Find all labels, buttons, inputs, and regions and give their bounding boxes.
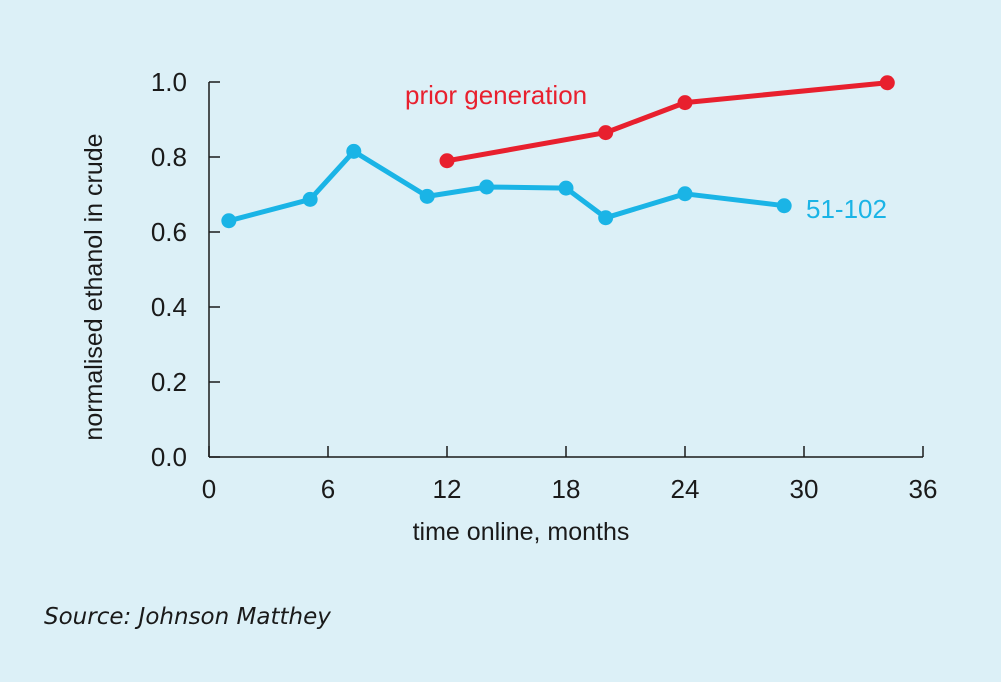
data-point-51-102 <box>221 213 237 229</box>
x-tick-labels: 0 6 12 18 24 30 36 <box>202 474 938 504</box>
series-label-51-102: 51-102 <box>806 194 887 224</box>
data-point-51-102 <box>302 191 318 207</box>
data-point-51-102 <box>558 180 574 196</box>
y-tick-labels: 0.0 0.2 0.4 0.6 0.8 1.0 <box>151 67 187 472</box>
series-line-51-102 <box>226 148 787 224</box>
x-tick-label: 36 <box>909 474 938 504</box>
y-tick-label: 0.4 <box>151 292 187 322</box>
x-axis-label: time online, months <box>413 518 630 546</box>
y-tick-label: 0.8 <box>151 142 187 172</box>
y-axis-label: normalised ethanol in crude <box>80 133 108 440</box>
x-tick-label: 6 <box>321 474 335 504</box>
data-point-51-102 <box>776 198 792 214</box>
series-layer <box>221 75 895 229</box>
data-point-51-102 <box>419 188 435 204</box>
data-point-prior-generation <box>598 125 614 141</box>
data-point-prior-generation <box>439 153 455 169</box>
y-tick-label: 1.0 <box>151 67 187 97</box>
source-note: Source: Johnson Matthey <box>44 604 331 630</box>
series-line-prior-generation <box>444 80 890 164</box>
y-tick-label: 0.0 <box>151 442 187 472</box>
y-tick-label: 0.2 <box>151 367 187 397</box>
data-point-51-102 <box>677 186 693 202</box>
x-tick-label: 30 <box>790 474 819 504</box>
data-point-51-102 <box>346 143 362 159</box>
x-tick-label: 12 <box>433 474 462 504</box>
x-tick-label: 0 <box>202 474 216 504</box>
y-tick-label: 0.6 <box>151 217 187 247</box>
axes <box>208 81 924 458</box>
data-point-prior-generation <box>677 95 693 111</box>
x-tick-label: 18 <box>552 474 581 504</box>
data-point-51-102 <box>479 179 495 195</box>
x-tick-label: 24 <box>671 474 700 504</box>
series-label-prior-generation: prior generation <box>405 80 587 110</box>
data-point-51-102 <box>598 210 614 226</box>
data-point-prior-generation <box>879 75 895 91</box>
